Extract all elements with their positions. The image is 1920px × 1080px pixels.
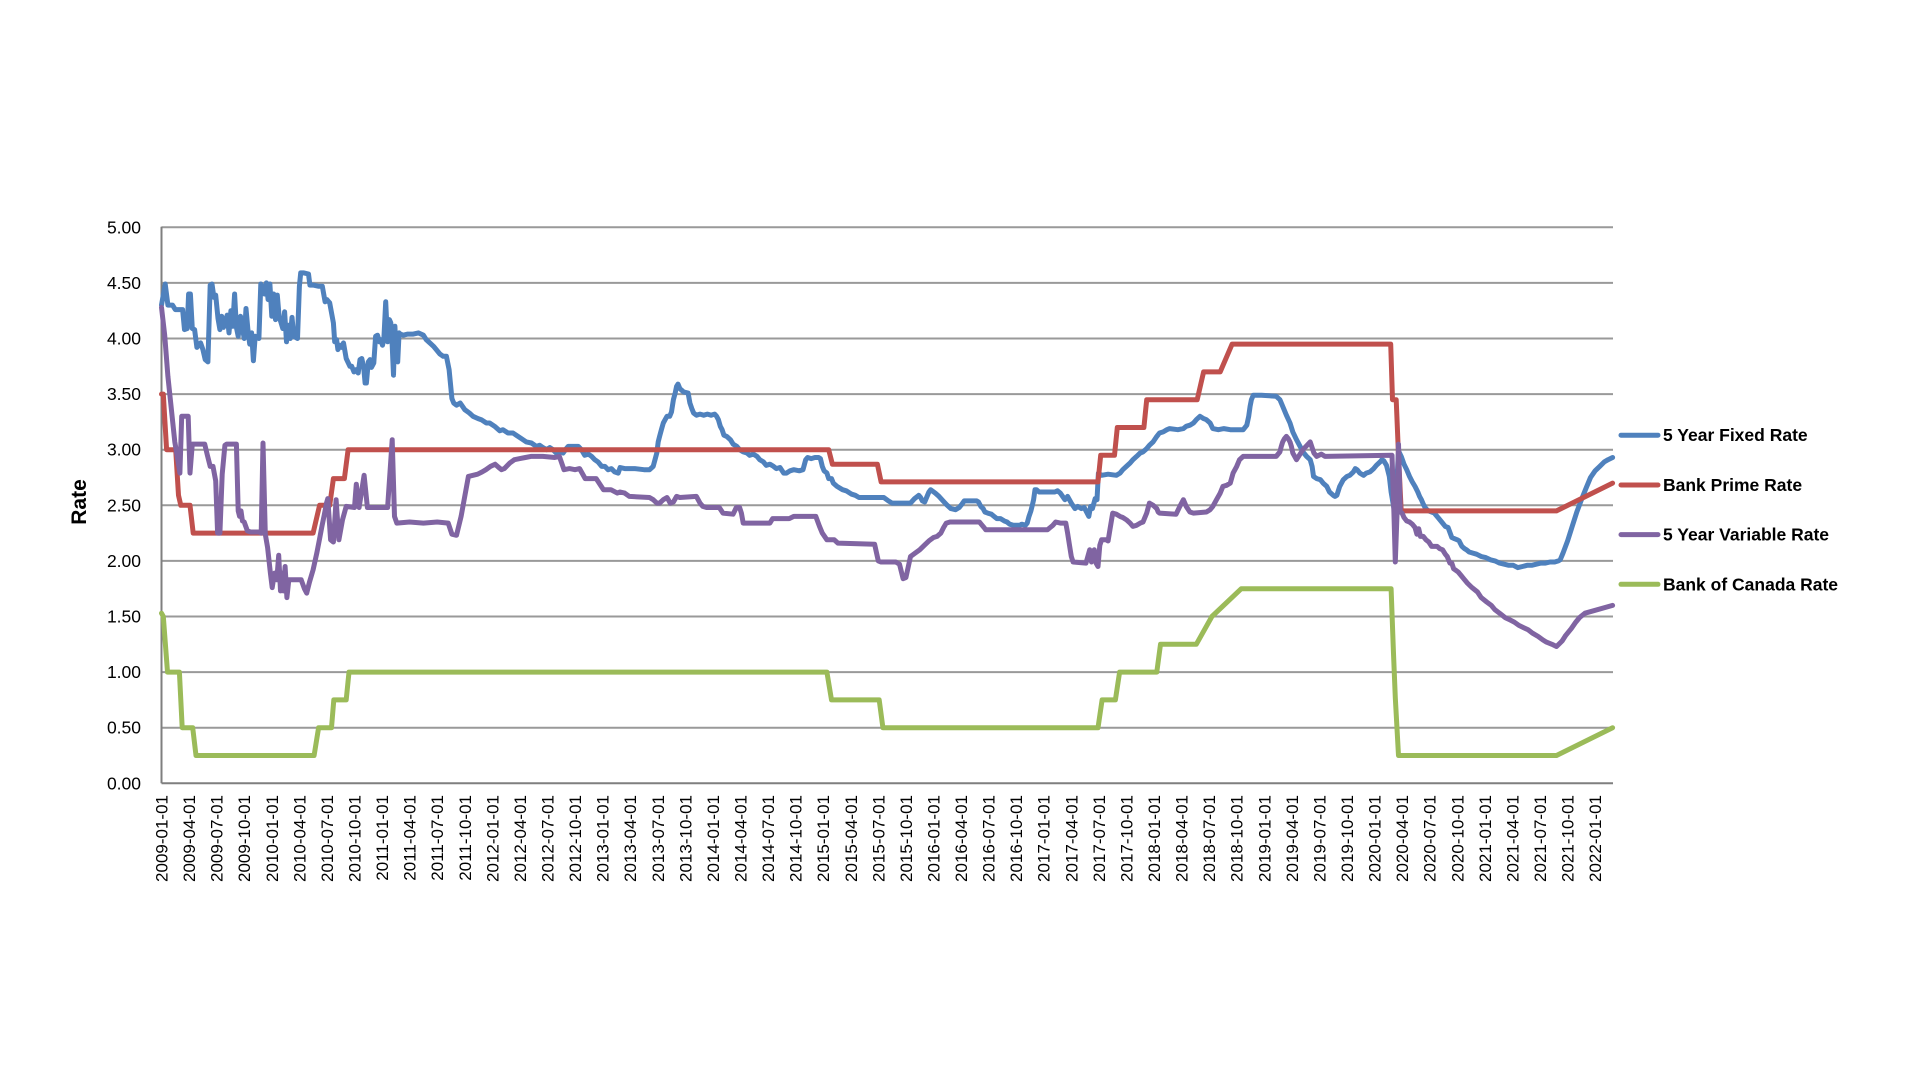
svg-text:2013-04-01: 2013-04-01	[621, 795, 640, 882]
svg-text:2012-04-01: 2012-04-01	[511, 795, 530, 882]
svg-text:2021-01-01: 2021-01-01	[1476, 795, 1495, 882]
svg-text:2018-10-01: 2018-10-01	[1228, 795, 1247, 882]
svg-text:2015-07-01: 2015-07-01	[869, 795, 888, 882]
svg-text:3.00: 3.00	[107, 440, 141, 460]
svg-text:2018-01-01: 2018-01-01	[1145, 795, 1164, 882]
svg-text:2013-10-01: 2013-10-01	[676, 795, 695, 882]
svg-text:2009-01-01: 2009-01-01	[153, 795, 172, 882]
svg-text:2021-04-01: 2021-04-01	[1503, 795, 1522, 882]
svg-text:2022-01-01: 2022-01-01	[1586, 795, 1605, 882]
svg-text:2018-07-01: 2018-07-01	[1200, 795, 1219, 882]
svg-text:2015-01-01: 2015-01-01	[814, 795, 833, 882]
svg-text:Rate: Rate	[68, 479, 91, 525]
svg-text:2017-10-01: 2017-10-01	[1118, 795, 1137, 882]
svg-text:2015-10-01: 2015-10-01	[897, 795, 916, 882]
svg-text:4.00: 4.00	[107, 329, 141, 349]
svg-text:3.50: 3.50	[107, 384, 141, 404]
svg-text:2010-01-01: 2010-01-01	[263, 795, 282, 882]
svg-text:2013-07-01: 2013-07-01	[649, 795, 668, 882]
svg-text:2019-07-01: 2019-07-01	[1310, 795, 1329, 882]
svg-text:2.50: 2.50	[107, 495, 141, 515]
svg-text:2020-01-01: 2020-01-01	[1366, 795, 1385, 882]
svg-text:2009-07-01: 2009-07-01	[208, 795, 227, 882]
svg-text:2014-04-01: 2014-04-01	[732, 795, 751, 882]
svg-text:2012-07-01: 2012-07-01	[539, 795, 558, 882]
svg-text:5.00: 5.00	[107, 217, 141, 237]
svg-text:2014-01-01: 2014-01-01	[704, 795, 723, 882]
svg-text:2011-10-01: 2011-10-01	[456, 795, 475, 881]
svg-text:2012-01-01: 2012-01-01	[483, 795, 502, 882]
svg-text:0.00: 0.00	[107, 773, 141, 793]
svg-text:2017-04-01: 2017-04-01	[1062, 795, 1081, 882]
svg-text:2.00: 2.00	[107, 551, 141, 571]
svg-text:2019-10-01: 2019-10-01	[1338, 795, 1357, 882]
svg-text:2017-07-01: 2017-07-01	[1090, 795, 1109, 882]
svg-text:2011-04-01: 2011-04-01	[401, 795, 420, 881]
svg-text:2010-07-01: 2010-07-01	[318, 795, 337, 882]
svg-text:2013-01-01: 2013-01-01	[594, 795, 613, 882]
svg-text:2016-01-01: 2016-01-01	[925, 795, 944, 882]
svg-text:2019-04-01: 2019-04-01	[1283, 795, 1302, 882]
svg-text:0.50: 0.50	[107, 718, 141, 738]
svg-text:2020-07-01: 2020-07-01	[1421, 795, 1440, 882]
svg-text:2015-04-01: 2015-04-01	[842, 795, 861, 882]
svg-text:2014-07-01: 2014-07-01	[759, 795, 778, 882]
svg-text:2009-10-01: 2009-10-01	[235, 795, 254, 882]
svg-text:2020-04-01: 2020-04-01	[1393, 795, 1412, 882]
svg-text:2019-01-01: 2019-01-01	[1255, 795, 1274, 882]
svg-text:2020-10-01: 2020-10-01	[1448, 795, 1467, 882]
svg-text:Bank Prime Rate: Bank Prime Rate	[1663, 475, 1802, 495]
svg-text:2021-07-01: 2021-07-01	[1531, 795, 1550, 882]
svg-text:1.50: 1.50	[107, 607, 141, 627]
svg-text:2011-01-01: 2011-01-01	[373, 795, 392, 881]
svg-text:2016-07-01: 2016-07-01	[980, 795, 999, 882]
svg-text:2018-04-01: 2018-04-01	[1173, 795, 1192, 882]
svg-text:2010-10-01: 2010-10-01	[346, 795, 365, 882]
svg-text:2010-04-01: 2010-04-01	[290, 795, 309, 882]
svg-text:2009-04-01: 2009-04-01	[180, 795, 199, 882]
svg-text:2016-10-01: 2016-10-01	[1007, 795, 1026, 882]
svg-text:2021-10-01: 2021-10-01	[1559, 795, 1578, 882]
svg-text:2011-07-01: 2011-07-01	[428, 795, 447, 881]
svg-text:4.50: 4.50	[107, 273, 141, 293]
svg-text:2017-01-01: 2017-01-01	[1035, 795, 1054, 882]
svg-text:Bank of Canada Rate: Bank of Canada Rate	[1663, 574, 1838, 594]
svg-text:5 Year Fixed Rate: 5 Year Fixed Rate	[1663, 425, 1808, 445]
svg-text:2012-10-01: 2012-10-01	[566, 795, 585, 882]
svg-text:1.00: 1.00	[107, 662, 141, 682]
svg-text:2014-10-01: 2014-10-01	[787, 795, 806, 882]
svg-text:5 Year Variable Rate: 5 Year Variable Rate	[1663, 525, 1829, 545]
svg-text:2016-04-01: 2016-04-01	[952, 795, 971, 882]
